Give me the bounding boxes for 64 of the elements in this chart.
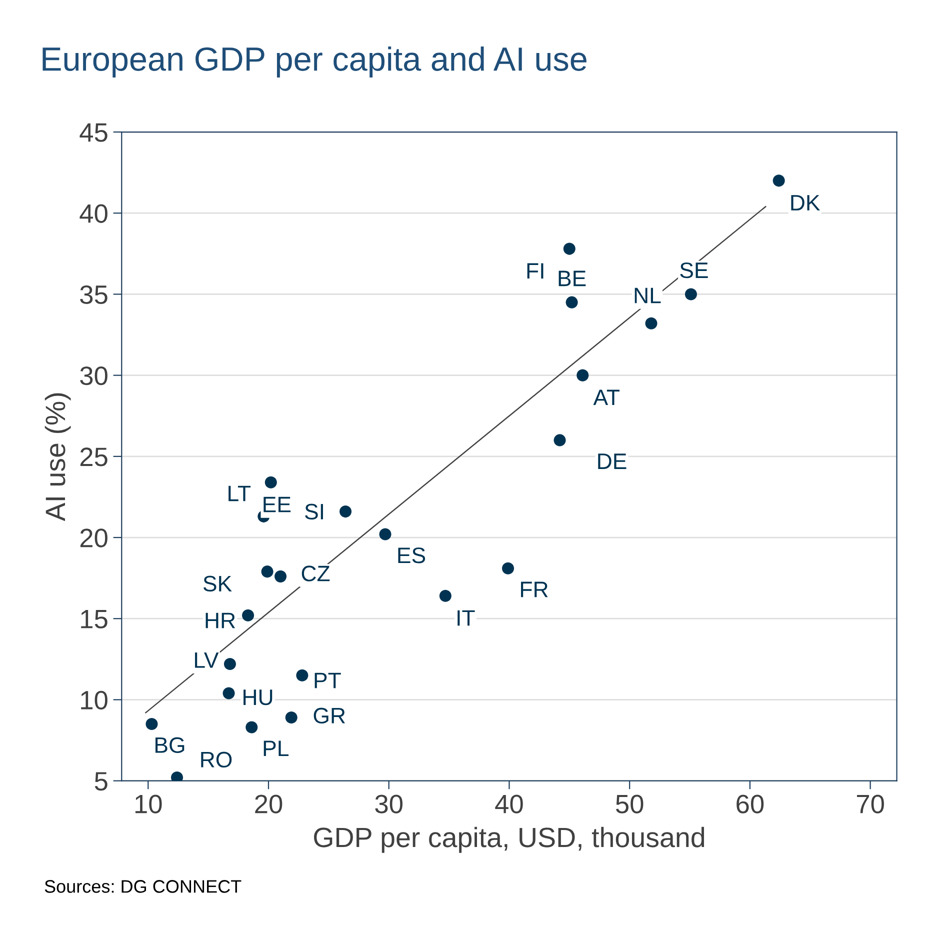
data-label: HU: [244, 690, 272, 706]
y-tick-label: 25: [80, 448, 108, 466]
data-label: NL: [634, 288, 661, 304]
x-tick-label: 70: [856, 794, 884, 814]
y-tick-label: 35: [80, 285, 108, 304]
y-axis-title: AI use (%): [44, 393, 71, 522]
y-tick-label: 45: [80, 123, 108, 142]
y-tick-label: 40: [80, 204, 108, 223]
data-label: HR: [206, 612, 236, 628]
y-tick-label: 10: [81, 690, 108, 710]
data-label: ES: [398, 547, 426, 564]
data-label: DK: [791, 195, 820, 210]
x-tick-label: 30: [375, 794, 402, 814]
data-label: LV: [195, 652, 219, 668]
point: [261, 566, 274, 578]
data-label: LT: [228, 486, 251, 502]
point: [222, 687, 235, 700]
point: [772, 174, 785, 187]
data-label: DE: [598, 454, 626, 469]
x-tick-label: 60: [736, 794, 764, 814]
data-label: AT: [593, 390, 620, 406]
point: [274, 570, 287, 582]
point: [684, 288, 697, 300]
y-tick-label: 30: [80, 366, 108, 386]
data-label: SK: [203, 576, 232, 592]
point: [645, 317, 658, 330]
point: [264, 476, 277, 488]
source-note: Sources: DG CONNECT: [44, 880, 242, 893]
data-label: BG: [156, 737, 184, 753]
data-label: BE: [558, 270, 586, 286]
x-tick-label: 40: [495, 794, 523, 814]
point: [340, 506, 352, 518]
data-label: FI: [527, 263, 544, 279]
point: [502, 562, 514, 574]
data-label: SE: [680, 262, 708, 278]
data-label: IT: [458, 610, 475, 626]
y-tick-label: 20: [80, 528, 108, 548]
data-label: RO: [201, 752, 232, 768]
point: [563, 242, 576, 255]
data-label: EE: [264, 496, 291, 512]
chart-title: European GDP per capita and AI use: [42, 46, 586, 78]
point: [554, 434, 566, 446]
data-label: PT: [314, 672, 341, 688]
point: [224, 658, 236, 670]
x-tick-label: 20: [255, 794, 282, 814]
data-label: CZ: [302, 566, 330, 582]
data-label: PL: [264, 740, 288, 756]
point: [576, 369, 589, 382]
point: [439, 590, 452, 602]
point: [379, 528, 392, 540]
y-tick-label: 5: [94, 772, 108, 791]
point: [566, 296, 578, 308]
data-label: FR: [521, 582, 548, 598]
point: [285, 712, 298, 724]
data-label: SI: [305, 504, 323, 520]
point: [246, 721, 258, 734]
data-label: GR: [314, 708, 345, 724]
y-tick-label: 15: [81, 610, 108, 628]
x-tick-label: 50: [616, 794, 644, 814]
point: [146, 718, 158, 730]
point: [242, 609, 254, 622]
point: [296, 669, 308, 682]
x-tick-label: 10: [135, 794, 162, 814]
x-axis-title: GDP per capita, USD, thousand: [314, 826, 704, 853]
